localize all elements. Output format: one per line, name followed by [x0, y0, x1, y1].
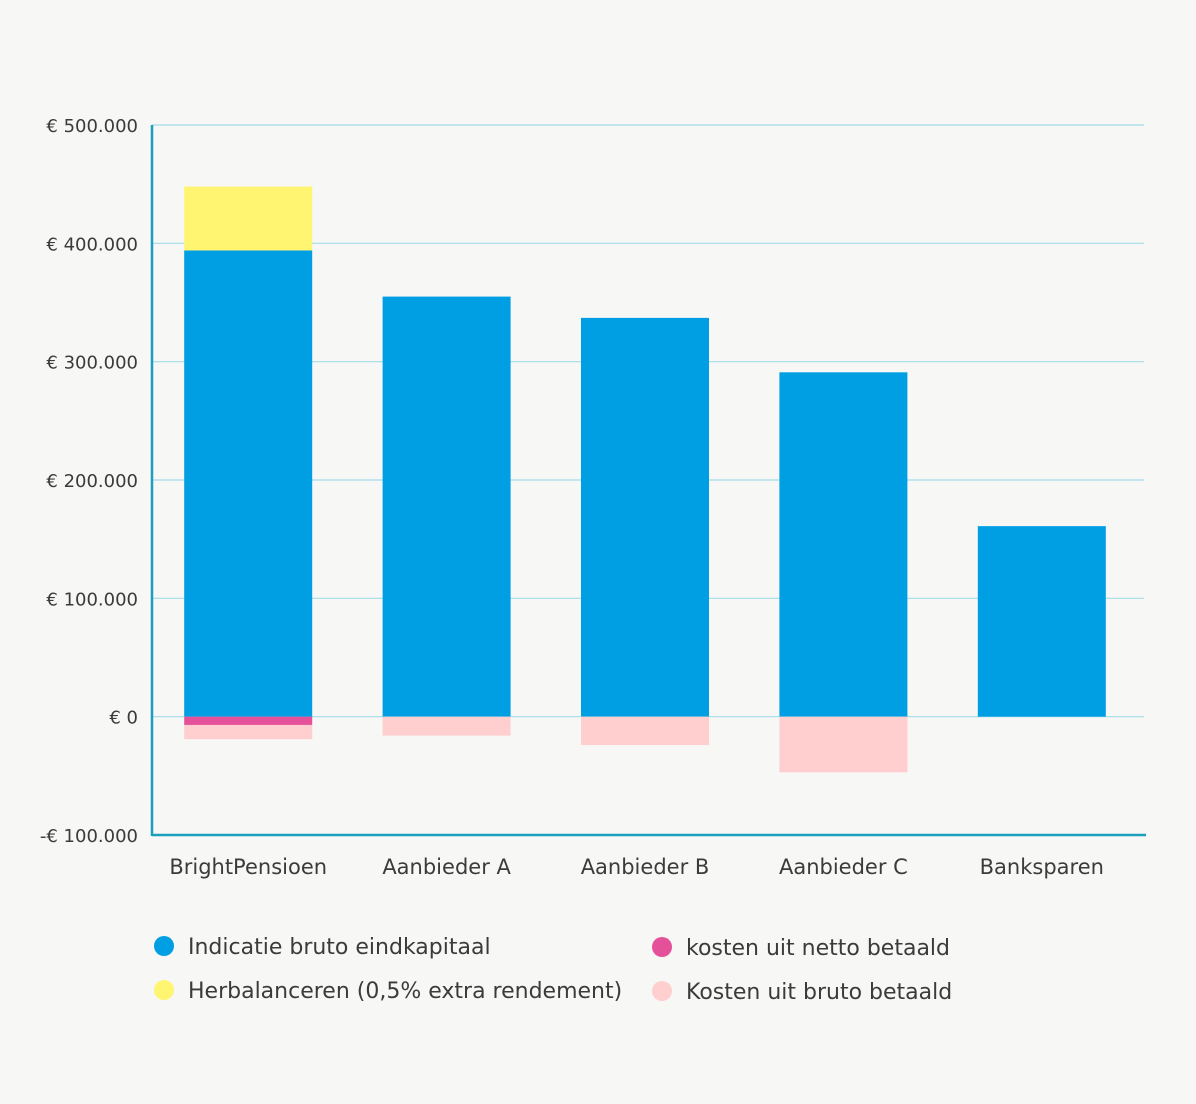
bars [184, 186, 1106, 773]
category-labels: BrightPensioen Aanbieder A Aanbieder B Aanb… [169, 855, 1104, 879]
y-tick-labels: -€ 100.000 € 0 € 100.000 € 200.000 € 300.000… [40, 116, 138, 847]
y-tick-label: € 0 [109, 708, 138, 729]
legend-label: Herbalanceren (0,5% extra rendement) [188, 979, 622, 1004]
bar-1-5 [977, 526, 1106, 717]
bar-3-1 [184, 716, 313, 725]
legend-label: Indicatie bruto eindkapitaal [188, 935, 491, 960]
category-label: Aanbieder A [382, 855, 511, 879]
y-tick-label: € 400.000 [46, 234, 138, 255]
legend-marker [652, 981, 672, 1001]
y-tick-label: € 500.000 [46, 116, 138, 137]
category-label: BrightPensioen [169, 855, 327, 879]
legend-marker [154, 980, 174, 1000]
legend-label: kosten uit netto betaald [686, 936, 950, 961]
axes [150, 125, 1146, 837]
y-tick-label: € 300.000 [46, 353, 138, 374]
y-tick-label: -€ 100.000 [40, 826, 138, 847]
bar-4-3 [581, 716, 709, 746]
category-label: Aanbieder B [581, 855, 710, 879]
legend-marker [652, 937, 672, 957]
legend-label: Kosten uit bruto betaald [686, 980, 952, 1005]
category-label: Banksparen [980, 855, 1104, 879]
bar-1-2 [382, 296, 511, 717]
bar-4-1 [184, 724, 313, 740]
legend: Indicatie bruto eindkapitaal Herbalancere… [154, 935, 952, 1005]
y-tick-label: € 100.000 [46, 589, 138, 610]
legend-marker [154, 936, 174, 956]
bar-1-1 [184, 250, 313, 717]
bar-1-4 [779, 372, 908, 717]
bar-4-2 [382, 716, 511, 736]
y-tick-label: € 200.000 [46, 471, 138, 492]
bar-1-3 [581, 317, 709, 717]
bar-4-4 [779, 716, 908, 773]
bar-2-1 [184, 186, 313, 251]
category-label: Aanbieder C [779, 855, 908, 879]
